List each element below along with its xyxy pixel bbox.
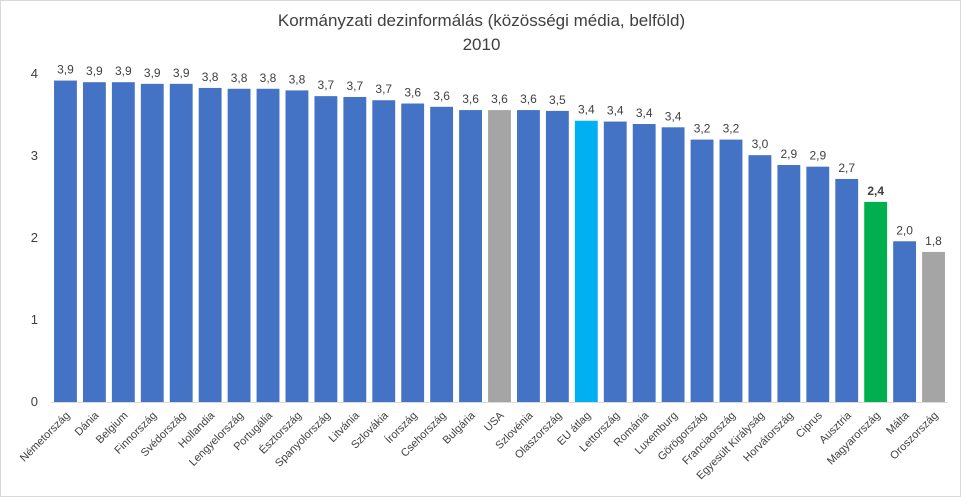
data-label: 3,6 [404,86,421,100]
bar [343,96,367,403]
bar [922,251,945,402]
data-label: 2,9 [809,149,826,163]
data-label: 3,0 [752,137,769,151]
data-label: 2,0 [896,223,913,237]
category-label: Németország [18,410,73,465]
data-label: 2,9 [781,147,798,161]
bar [632,124,656,403]
data-label: 3,6 [520,92,537,106]
data-label: 2,4 [867,184,884,198]
bar [690,139,714,402]
data-label: 3,7 [375,82,392,96]
bar [285,90,309,403]
data-label: 2,7 [838,161,855,175]
bar [835,178,859,402]
bar [459,110,482,402]
data-label: 3,7 [346,79,363,93]
data-label: 3,6 [491,92,508,106]
bar [893,241,917,402]
y-tick-label: 0 [31,394,38,409]
category-label: USA [482,409,507,434]
bar [140,83,164,402]
data-label: 3,8 [289,72,306,86]
bar [54,80,77,402]
bar [227,88,251,402]
bar [545,110,569,403]
data-label: 3,8 [202,70,219,84]
data-label: 3,9 [57,63,74,77]
data-label: 3,5 [549,93,566,107]
bar [314,96,338,402]
bar [661,127,685,403]
bar [806,166,830,402]
bar [401,103,425,403]
bar [372,100,396,403]
bar [111,82,135,402]
bar [169,83,193,402]
category-label: Magyarország [825,410,883,468]
data-label: 1,8 [925,234,942,248]
bar [198,87,222,402]
chart-subtitle: 2010 [462,35,501,54]
chart-title: Kormányzati dezinformálás (közösségi méd… [277,11,686,30]
data-label: 3,9 [144,66,161,80]
data-label: 3,8 [260,71,277,85]
bar [719,139,743,402]
data-label: 3,2 [723,122,740,136]
data-label: 3,9 [173,66,190,80]
bar [748,155,772,402]
bar [517,110,540,402]
bar [574,120,598,403]
data-label: 3,2 [694,122,711,136]
bar [777,165,801,402]
y-tick-label: 4 [31,66,38,81]
data-label: 3,4 [578,103,595,117]
data-label: 3,4 [665,109,682,123]
data-label: 3,9 [86,64,103,78]
bar [430,106,454,403]
data-label: 3,6 [433,89,450,103]
data-label: 3,7 [318,78,335,92]
bar [488,110,511,402]
bar [603,121,627,402]
y-tick-label: 1 [31,312,38,327]
data-label: 3,4 [636,106,653,120]
data-label: 3,9 [115,64,132,78]
y-tick-label: 3 [31,148,38,163]
bar [82,82,106,402]
bar [864,201,888,402]
category-label: Bulgária [441,409,479,447]
data-label: 3,8 [231,71,248,85]
data-label: 3,4 [607,104,624,118]
bar [256,88,280,402]
y-tick-label: 2 [31,230,38,245]
data-label: 3,6 [462,92,479,106]
